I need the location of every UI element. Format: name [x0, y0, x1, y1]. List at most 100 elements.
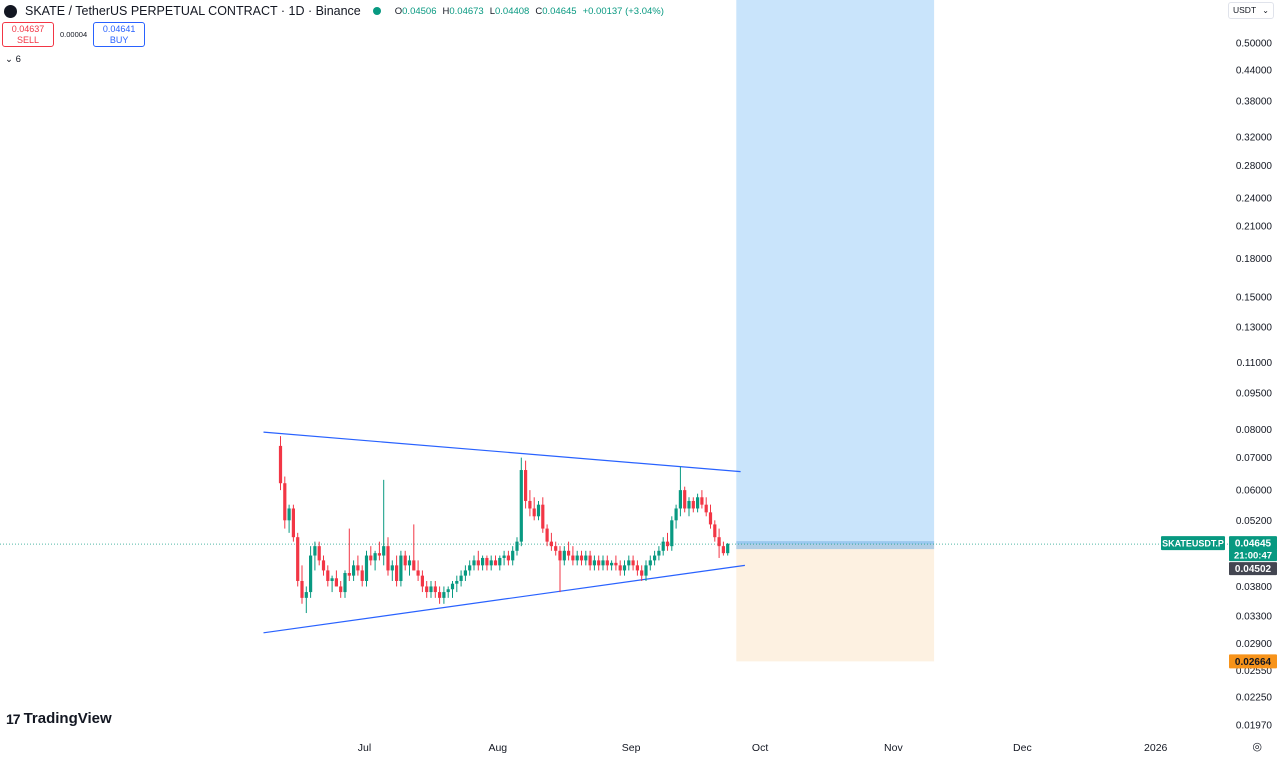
- candle-body: [407, 560, 412, 566]
- candle-body: [691, 500, 695, 509]
- candle: [309, 546, 313, 598]
- candle-body: [498, 557, 502, 566]
- candle: [334, 570, 338, 587]
- candle-body: [631, 560, 635, 566]
- symbol-title[interactable]: SKATE / TetherUS PERPETUAL CONTRACT · 1D…: [25, 4, 361, 18]
- candle: [696, 493, 700, 513]
- entry-band: [736, 541, 935, 550]
- candle: [506, 550, 510, 566]
- tradingview-wordmark: TradingView: [23, 710, 112, 727]
- indicators-toggle[interactable]: ⌄ 6: [5, 54, 21, 65]
- candle-body: [648, 560, 652, 566]
- price-tick-label: 0.09500: [1236, 389, 1273, 400]
- candle-body: [287, 508, 291, 521]
- price-tick-label: 0.03800: [1236, 582, 1273, 593]
- candle: [545, 524, 549, 547]
- price-tick-label: 0.18000: [1236, 254, 1273, 265]
- candle: [433, 580, 437, 598]
- candle: [554, 541, 558, 556]
- candle: [330, 575, 334, 593]
- candle-body: [614, 562, 618, 566]
- loss-zone[interactable]: [736, 544, 935, 662]
- last-price-label-bg: [1229, 536, 1277, 551]
- candle: [713, 520, 717, 542]
- candle-body: [399, 555, 403, 581]
- candle-body: [463, 570, 467, 576]
- candle: [528, 490, 532, 517]
- candle: [472, 555, 476, 571]
- sell-button[interactable]: 0.04637 SELL: [2, 22, 54, 47]
- symbol-label-bg: [1161, 536, 1225, 551]
- trendline-upper[interactable]: [263, 431, 741, 473]
- buy-button[interactable]: 0.04641 BUY: [93, 22, 146, 47]
- candle: [726, 542, 730, 556]
- candle: [579, 550, 584, 566]
- candle: [407, 555, 412, 576]
- candle-body: [395, 565, 399, 581]
- candle: [691, 497, 695, 513]
- candle-body: [726, 543, 730, 554]
- candle: [549, 532, 553, 551]
- candle: [364, 550, 369, 587]
- candle: [627, 555, 631, 571]
- price-tick-label: 0.50000: [1236, 39, 1273, 50]
- candle-body: [536, 504, 541, 517]
- candle-body: [506, 555, 510, 561]
- candle-body: [713, 524, 717, 538]
- candle-body: [278, 445, 283, 484]
- candle: [498, 555, 502, 571]
- price-tick-label: 0.06000: [1236, 486, 1273, 497]
- candle: [524, 460, 528, 509]
- candle: [635, 560, 639, 576]
- candle: [567, 541, 571, 561]
- candle-body: [678, 490, 682, 509]
- price-tick-label: 0.24000: [1236, 193, 1273, 204]
- trendline-lower[interactable]: [263, 564, 745, 634]
- candle: [610, 560, 614, 571]
- currency-select[interactable]: USDT ⌄: [1228, 2, 1274, 19]
- candle-body: [429, 586, 433, 593]
- candle: [463, 565, 467, 581]
- chevron-down-icon: ⌄: [1262, 6, 1269, 15]
- price-tick-label: 0.01970: [1236, 721, 1273, 732]
- candle-body: [683, 490, 687, 509]
- candle-body: [665, 541, 670, 547]
- candle-body: [700, 497, 704, 505]
- candle: [360, 565, 364, 587]
- candle: [403, 550, 407, 571]
- candle: [420, 570, 424, 593]
- candle-body: [640, 570, 644, 576]
- candle-body: [528, 500, 532, 509]
- candle-body: [541, 504, 545, 529]
- candle: [313, 541, 317, 571]
- candle: [536, 500, 541, 521]
- candle-body: [416, 570, 420, 576]
- candle: [493, 555, 498, 566]
- candle: [296, 532, 300, 587]
- candle-body: [373, 553, 377, 561]
- position-zones: [0, 0, 1228, 662]
- candle-body: [455, 580, 459, 584]
- candle-body: [321, 560, 326, 571]
- candle-body: [425, 586, 429, 593]
- profit-zone[interactable]: [736, 0, 935, 545]
- candle-body: [704, 504, 708, 513]
- candle-body: [334, 578, 338, 587]
- candle-body: [459, 575, 463, 581]
- candle-body: [584, 555, 588, 561]
- candle: [438, 586, 442, 604]
- candle-body: [519, 470, 523, 542]
- candle-body: [597, 560, 601, 566]
- candle-body: [644, 565, 648, 576]
- candle: [674, 504, 678, 529]
- candle-body: [588, 555, 592, 566]
- candle: [562, 546, 566, 566]
- last-price-label: 0.04645: [1229, 536, 1277, 551]
- candle: [558, 546, 562, 593]
- settings-icon[interactable]: ◎: [1252, 741, 1262, 753]
- candle-body: [412, 560, 416, 571]
- candle: [429, 580, 433, 598]
- candle-body: [476, 560, 480, 566]
- price-tick-label: 0.05200: [1236, 516, 1273, 527]
